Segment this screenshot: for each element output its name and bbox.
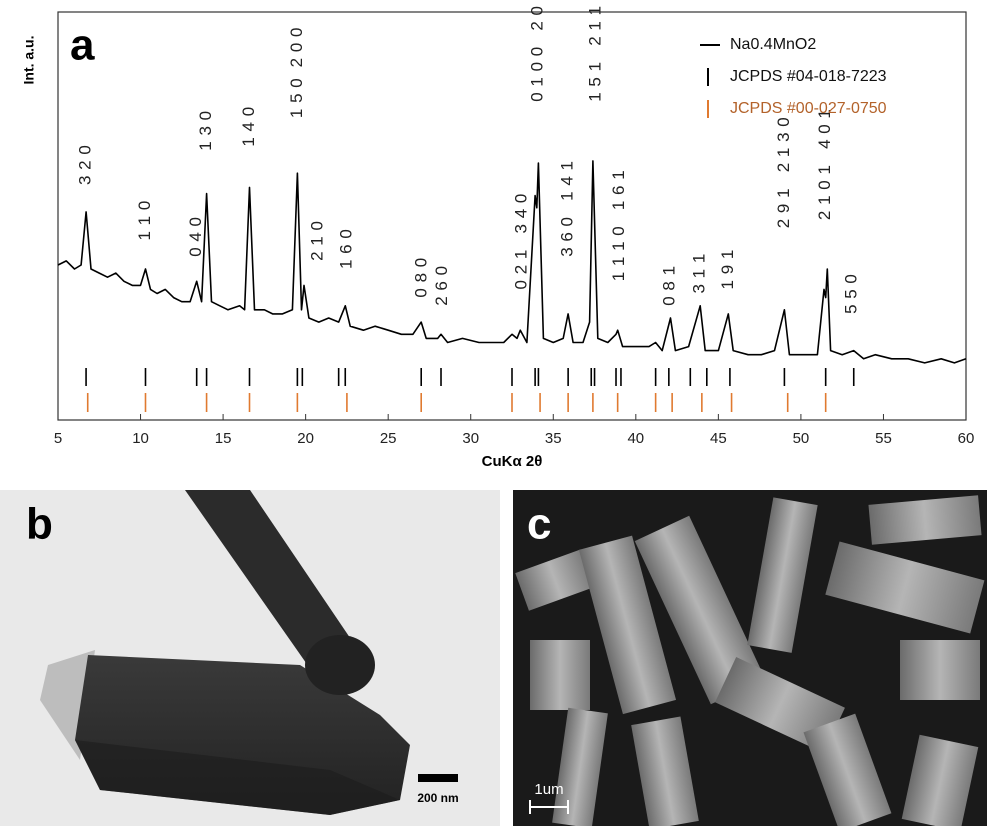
x-tick-label: 20	[297, 430, 314, 447]
peak-label: 2 6 0	[432, 265, 451, 305]
peak-label-text: 0 1 0 0 2 0 1	[527, 0, 546, 102]
peak-label: 0 4 0	[186, 216, 205, 256]
peak-label-text: 1 9 1	[718, 249, 737, 289]
peak-label: 2 1 0 1 4 0 1	[815, 109, 834, 220]
peak-label: 2 1 0	[308, 221, 327, 261]
peak-label-text: 1 4 0	[239, 106, 258, 146]
peak-label-text: 1 6 0	[336, 229, 355, 269]
x-tick-label: 60	[958, 430, 975, 447]
peak-label: 2 9 1 2 1 3 0	[774, 117, 793, 228]
peak-label-text: 0 8 1	[659, 265, 678, 305]
peak-label: 1 5 1 2 1 1	[586, 5, 605, 101]
x-tick-label: 35	[545, 430, 562, 447]
peak-label: 1 1 1 0 1 6 1	[609, 170, 628, 281]
x-tick-label: 50	[793, 430, 810, 447]
peak-label-text: 1 3 0	[196, 110, 215, 150]
panel-label: b	[26, 500, 53, 549]
peak-label: 3 1 1	[690, 253, 709, 293]
peak-label-text: 5 5 0	[842, 274, 861, 314]
legend-label: JCPDS #00-027-0750	[730, 100, 887, 117]
x-tick-label: 45	[710, 430, 727, 447]
peak-label: 1 1 0	[135, 200, 154, 240]
peak-label: 1 5 0 2 0 0	[287, 27, 306, 118]
tem-image	[0, 490, 500, 826]
x-tick-label: 5	[54, 430, 62, 447]
x-tick-label: 40	[627, 430, 644, 447]
peak-label-text: 1 1 0	[135, 200, 154, 240]
peak-label-text: 3 1 1	[690, 253, 709, 293]
peak-label: 0 8 0	[412, 257, 431, 297]
peak-label-text: 3 6 0 1 4 1	[558, 161, 577, 257]
x-axis-label: CuKα 2θ	[482, 453, 543, 470]
peak-label: 1 6 0	[336, 229, 355, 269]
x-tick-label: 55	[875, 430, 892, 447]
legend-label: Na0.4MnO2	[730, 36, 816, 53]
peak-label-text: 0 8 0	[412, 257, 431, 297]
sem-image	[513, 490, 987, 826]
panel-label: a	[70, 21, 95, 70]
peak-label-text: 0 4 0	[186, 216, 205, 256]
x-tick-label: 10	[132, 430, 149, 447]
scale-bar-label: 200 nm	[417, 791, 458, 805]
x-tick-label: 25	[380, 430, 397, 447]
peak-label: 1 4 0	[239, 106, 258, 146]
peak-label-text: 2 9 1 2 1 3 0	[774, 117, 793, 228]
x-tick-label: 30	[462, 430, 479, 447]
peak-label: 0 1 0 0 2 0 1	[527, 0, 546, 102]
y-axis-label: Int. a.u.	[21, 36, 37, 85]
peak-label-text: 2 1 0 1 4 0 1	[815, 109, 834, 220]
peak-label-text: 0 2 1 3 4 0	[511, 193, 530, 289]
peak-label: 3 2 0	[76, 145, 95, 185]
peak-label: 0 8 1	[659, 265, 678, 305]
panel-label: c	[527, 500, 551, 549]
peak-label: 1 3 0	[196, 110, 215, 150]
figure: b 200 nm c 1um a CuKα 2θ Int. a.u. 5 10 15…	[0, 0, 987, 826]
peak-label-text: 3 2 0	[76, 145, 95, 185]
legend-label: JCPDS #04-018-7223	[730, 68, 887, 85]
peak-label: 5 5 0	[842, 274, 861, 314]
peak-label-text: 1 5 0 2 0 0	[287, 27, 306, 118]
peak-label: 3 6 0 1 4 1	[558, 161, 577, 257]
peak-label: 0 2 1 3 4 0	[511, 193, 530, 289]
peak-label: 1 9 1	[718, 249, 737, 289]
scale-bar-label: 1um	[534, 781, 563, 798]
peak-label-text: 1 1 1 0 1 6 1	[609, 170, 628, 281]
peak-label-text: 1 5 1 2 1 1	[586, 5, 605, 101]
peak-label-text: 2 6 0	[432, 265, 451, 305]
x-tick-label: 15	[215, 430, 232, 447]
peak-label-text: 2 1 0	[308, 221, 327, 261]
